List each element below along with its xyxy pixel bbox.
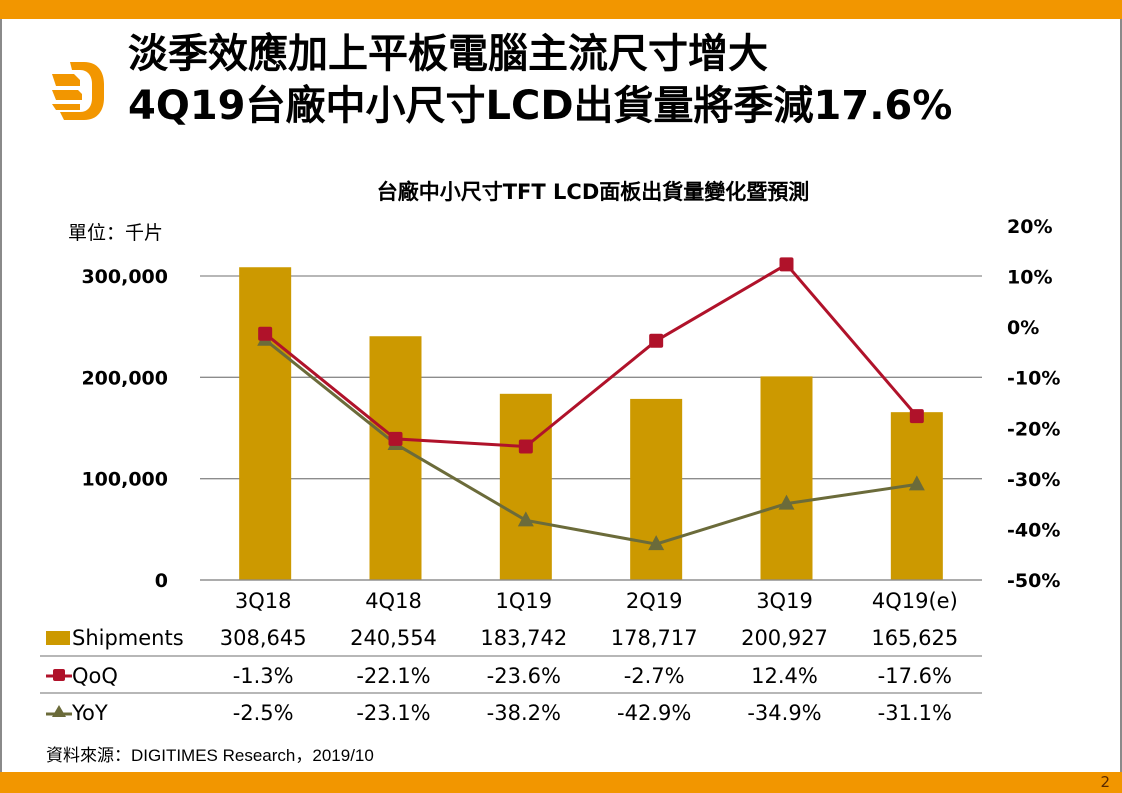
right-axis-tick-label: 10% bbox=[1007, 267, 1052, 289]
table-cell: -23.6% bbox=[487, 664, 561, 688]
table-cell: 183,742 bbox=[480, 626, 567, 650]
unit-label: 單位：千片 bbox=[68, 222, 164, 244]
marker-yoy bbox=[908, 475, 925, 491]
table-cell: -23.1% bbox=[356, 701, 430, 725]
legend-swatch-shipments bbox=[46, 631, 70, 645]
right-axis-tick-label: -50% bbox=[1007, 570, 1060, 592]
page-number: 2 bbox=[1100, 773, 1110, 791]
row-label-yoy: YoY bbox=[71, 701, 108, 725]
title-line-2: 4Q19台廠中小尺寸LCD出貨量將季減17.6% bbox=[128, 83, 953, 129]
table-cell: 200,927 bbox=[741, 626, 828, 650]
bar-shipments bbox=[499, 393, 552, 580]
category-label: 4Q18 bbox=[365, 589, 422, 613]
category-label: 2Q19 bbox=[626, 589, 683, 613]
legend-marker-yoy bbox=[52, 705, 66, 717]
table-cell: 12.4% bbox=[751, 664, 818, 688]
table-cell: -31.1% bbox=[878, 701, 952, 725]
table-cell: -38.2% bbox=[487, 701, 561, 725]
left-axis-tick-label: 100,000 bbox=[81, 469, 168, 491]
chart-title: 台廠中小尺寸TFT LCD面板出貨量變化暨預測 bbox=[376, 180, 810, 204]
table-cell: -1.3% bbox=[233, 664, 294, 688]
right-axis-tick-label: -10% bbox=[1007, 368, 1060, 390]
category-label: 4Q19(e) bbox=[872, 589, 958, 613]
title-line-1: 淡季效應加上平板電腦主流尺寸增大 bbox=[128, 31, 768, 77]
right-axis-tick-label: 0% bbox=[1007, 317, 1039, 339]
row-label-shipments: Shipments bbox=[72, 626, 184, 650]
right-axis-tick-label: -30% bbox=[1007, 469, 1060, 491]
legend-marker-qoq bbox=[53, 669, 65, 681]
marker-yoy bbox=[517, 511, 534, 527]
bar-shipments bbox=[630, 398, 683, 580]
table-cell: 308,645 bbox=[220, 626, 307, 650]
bar-shipments bbox=[239, 267, 292, 580]
table-cell: -2.5% bbox=[233, 701, 294, 725]
table-cell: -17.6% bbox=[878, 664, 952, 688]
top-brand-bar bbox=[0, 0, 1122, 19]
table-cell: -2.7% bbox=[624, 664, 685, 688]
marker-qoq bbox=[388, 431, 403, 446]
table-cell: 240,554 bbox=[350, 626, 437, 650]
left-axis-tick-label: 300,000 bbox=[81, 266, 168, 288]
slide-border-right bbox=[1120, 19, 1122, 772]
table-cell: -22.1% bbox=[356, 664, 430, 688]
digitimes-d-logo-icon bbox=[52, 62, 104, 120]
line-yoy bbox=[264, 338, 918, 546]
bar-shipments bbox=[890, 412, 943, 580]
bar-shipments bbox=[369, 336, 422, 580]
left-axis-tick-label: 0 bbox=[155, 570, 168, 592]
slide-title: 淡季效應加上平板電腦主流尺寸增大 4Q19台廠中小尺寸LCD出貨量將季減17.6… bbox=[128, 28, 952, 132]
marker-qoq bbox=[518, 439, 533, 454]
category-label: 3Q19 bbox=[756, 589, 813, 613]
slide-border-left bbox=[0, 19, 2, 772]
marker-yoy bbox=[778, 494, 795, 510]
row-label-qoq: QoQ bbox=[72, 664, 118, 688]
marker-qoq bbox=[258, 326, 273, 341]
marker-qoq bbox=[779, 257, 794, 272]
right-axis-tick-label: -20% bbox=[1007, 418, 1060, 440]
table-cell: 178,717 bbox=[611, 626, 698, 650]
right-axis-tick-label: -40% bbox=[1007, 519, 1060, 541]
table-cell: 165,625 bbox=[871, 626, 958, 650]
table-cell: -34.9% bbox=[747, 701, 821, 725]
marker-qoq bbox=[649, 333, 664, 348]
left-axis-tick-label: 200,000 bbox=[81, 367, 168, 389]
table-cell: -42.9% bbox=[617, 701, 691, 725]
chart-area: 0 100,000 200,000 300,000 20% 10% 0% -10% -20% -3… bbox=[40, 216, 1060, 725]
marker-qoq bbox=[909, 409, 924, 424]
bottom-brand-bar bbox=[0, 772, 1122, 793]
category-label: 3Q18 bbox=[235, 589, 292, 613]
bar-shipments bbox=[760, 376, 813, 580]
right-axis-tick-label: 20% bbox=[1007, 216, 1052, 238]
line-qoq bbox=[264, 262, 918, 449]
marker-yoy bbox=[648, 535, 665, 551]
source-note: 資料來源：DIGITIMES Research，2019/10 bbox=[46, 746, 374, 765]
category-label: 1Q19 bbox=[496, 589, 553, 613]
